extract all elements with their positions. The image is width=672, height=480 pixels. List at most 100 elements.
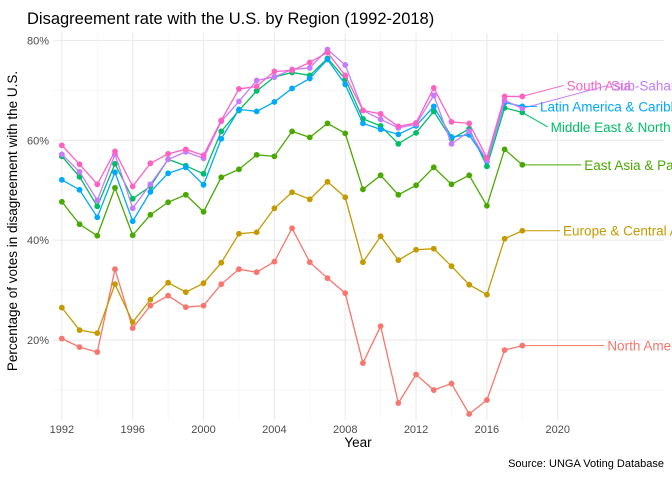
data-point-europe-central-asia (165, 279, 172, 286)
data-point-north-america (94, 349, 101, 355)
data-point-europe-central-asia (448, 263, 455, 270)
series-label-east-asia-pacific: East Asia & Pacific (584, 158, 672, 173)
series-label-middle-east-north-africa: Middle East & North Africa (551, 120, 672, 135)
data-point-east-asia-pacific (200, 208, 207, 215)
data-point-europe-central-asia (324, 178, 331, 185)
data-point-east-asia-pacific (253, 151, 260, 158)
data-point-east-asia-pacific (271, 153, 278, 160)
y-axis-title: Percentage of votes in disagreement with… (5, 71, 20, 371)
x-tick-label: 1996 (120, 424, 144, 436)
series-label-europe-central-asia: Europe & Central Asia (563, 224, 672, 239)
data-point-east-asia-pacific (129, 232, 136, 239)
data-point-east-asia-pacific (76, 221, 83, 228)
data-point-latin-america-caribbean (129, 218, 136, 225)
data-point-south-asia (430, 85, 437, 91)
data-point-europe-central-asia (413, 246, 419, 253)
x-tick-label: 2020 (545, 424, 569, 436)
data-point-south-asia (360, 107, 366, 114)
data-point-europe-central-asia (483, 291, 490, 298)
data-point-middle-east-north-africa (483, 163, 490, 170)
label-leader-south-asia (522, 84, 564, 97)
chart-title: Disagreement rate with the U.S. by Regio… (27, 10, 434, 28)
data-point-north-america (200, 302, 207, 309)
series-label-north-america: North America (607, 339, 672, 354)
x-tick-label: 2000 (191, 424, 215, 436)
data-point-europe-central-asia (271, 205, 278, 212)
data-point-europe-central-asia (395, 257, 402, 264)
data-point-east-asia-pacific (430, 164, 437, 171)
data-point-latin-america-caribbean (218, 135, 225, 142)
data-point-south-asia (448, 118, 455, 125)
data-point-north-america (360, 360, 366, 366)
data-point-latin-america-caribbean (342, 81, 349, 88)
data-point-europe-central-asia (501, 235, 508, 242)
data-point-east-asia-pacific (58, 198, 65, 205)
data-point-south-asia (58, 142, 65, 149)
data-point-sub-saharan-africa (165, 156, 172, 163)
data-point-north-america (483, 397, 490, 403)
data-point-europe-central-asia (253, 229, 260, 236)
data-point-sub-saharan-africa (76, 168, 83, 175)
data-point-middle-east-north-africa (395, 140, 402, 147)
data-point-north-america (324, 275, 331, 282)
data-point-north-america (377, 323, 384, 330)
data-point-south-asia (200, 152, 207, 159)
series-label-sub-saharan-africa: Sub-Saharan Africa (611, 78, 672, 93)
data-point-north-america (271, 258, 278, 265)
data-point-latin-america-caribbean (324, 56, 331, 63)
data-point-sub-saharan-africa (236, 98, 242, 105)
data-point-europe-central-asia (200, 280, 207, 287)
data-point-east-asia-pacific (395, 191, 402, 198)
data-point-north-america (395, 400, 402, 406)
data-point-middle-east-north-africa (253, 88, 260, 94)
data-point-north-america (147, 302, 154, 309)
data-point-north-america (289, 225, 295, 232)
data-point-east-asia-pacific (466, 172, 473, 179)
data-point-latin-america-caribbean (76, 186, 83, 193)
series-label-south-asia: South Asia (567, 78, 632, 93)
data-point-north-america (236, 266, 242, 273)
data-point-europe-central-asia (129, 319, 136, 326)
x-axis-title: Year (344, 435, 372, 450)
data-point-east-asia-pacific (501, 146, 508, 153)
chart-caption: Source: UNGA Voting Database (508, 458, 664, 470)
data-point-south-asia (289, 67, 295, 74)
x-axis-tick-labels: 1992 1996 2000 2004 2008 2012 2016 2020 (50, 424, 570, 436)
data-point-sub-saharan-africa (94, 197, 101, 204)
data-point-sub-saharan-africa (430, 92, 437, 99)
data-point-south-asia (271, 68, 278, 75)
data-point-north-america (58, 335, 65, 342)
data-point-latin-america-caribbean (182, 164, 189, 171)
data-point-east-asia-pacific (448, 181, 455, 188)
data-point-east-asia-pacific (377, 172, 384, 179)
data-point-europe-central-asia (466, 281, 473, 288)
data-point-latin-america-caribbean (94, 214, 101, 221)
data-point-latin-america-caribbean (395, 131, 402, 138)
data-point-east-asia-pacific (324, 120, 331, 127)
data-point-europe-central-asia (147, 296, 154, 303)
data-point-east-asia-pacific (342, 130, 349, 137)
data-point-latin-america-caribbean (165, 170, 172, 177)
data-point-south-asia (324, 49, 331, 56)
y-tick-label: 60% (27, 135, 49, 147)
data-point-south-asia (253, 83, 260, 90)
data-point-south-asia (218, 117, 225, 124)
data-point-sub-saharan-africa (129, 205, 136, 212)
series-layer (58, 46, 526, 417)
data-point-europe-central-asia (58, 304, 65, 311)
x-tick-label: 2008 (333, 424, 357, 436)
data-point-north-america (413, 371, 419, 378)
y-tick-label: 40% (27, 235, 49, 247)
data-point-north-america (253, 269, 260, 276)
data-point-sub-saharan-africa (466, 128, 473, 135)
data-point-south-asia (501, 93, 508, 100)
data-point-south-asia (483, 154, 490, 161)
data-point-middle-east-north-africa (112, 160, 118, 167)
data-point-europe-central-asia (236, 230, 242, 237)
data-point-south-asia (182, 146, 189, 153)
x-tick-label: 2016 (475, 424, 499, 436)
data-point-latin-america-caribbean (377, 126, 384, 133)
data-point-europe-central-asia (289, 189, 295, 196)
data-point-north-america (129, 325, 136, 332)
data-point-sub-saharan-africa (306, 65, 313, 71)
